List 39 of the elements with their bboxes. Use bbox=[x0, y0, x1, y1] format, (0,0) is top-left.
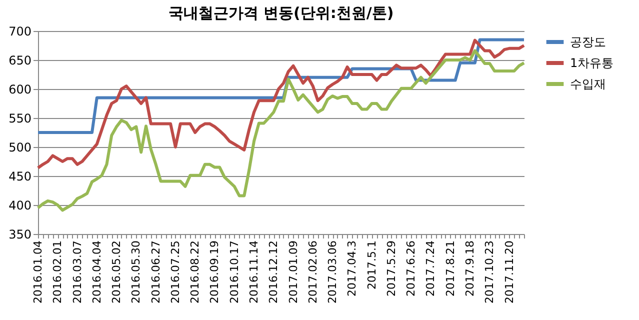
x-tick-label: 2017.11.20 bbox=[502, 240, 516, 304]
legend-label: 1차유통 bbox=[570, 56, 614, 70]
x-tick-label: 2017.5.29 bbox=[384, 240, 398, 296]
line-series bbox=[36, 49, 526, 212]
x-tick-label: 2017.01.09 bbox=[286, 240, 300, 304]
x-tick-label: 2017.04.3 bbox=[346, 240, 359, 296]
x-tick-label: 2016.10.17 bbox=[228, 240, 241, 304]
x-tick-label: 2016.07.25 bbox=[168, 240, 182, 304]
x-tick-label: 2017.5.1 bbox=[365, 240, 378, 290]
legend-label: 공장도 bbox=[570, 35, 606, 49]
legend-label: 수입재 bbox=[570, 77, 606, 91]
y-tick-label: 600 bbox=[8, 82, 32, 96]
x-tick-label: 2016.09.19 bbox=[208, 240, 222, 304]
x-tick-label: 2017.10.23 bbox=[483, 240, 496, 304]
y-tick-label: 700 bbox=[8, 24, 32, 38]
x-tick-label: 2016.05.30 bbox=[130, 240, 143, 304]
x-tick-label: 2017.02.06 bbox=[306, 240, 320, 304]
x-tick-label: 2017.8.21 bbox=[444, 240, 457, 296]
x-tick-label: 2016.08.22 bbox=[188, 240, 202, 304]
x-tick-label: 2016.05.02 bbox=[110, 240, 124, 304]
y-tick-label: 350 bbox=[8, 228, 32, 242]
y-tick-label: 400 bbox=[8, 198, 32, 212]
x-tick-label: 2016.04.04 bbox=[90, 240, 104, 304]
x-tick-label: 2017.7.24 bbox=[424, 240, 438, 296]
chart-title: 국내철근가격 변동(단위:천원/톤) bbox=[168, 4, 394, 22]
x-tick-label: 2016.01.04 bbox=[32, 240, 44, 304]
x-tick-label: 2017.03.06 bbox=[326, 240, 340, 304]
x-tick-label: 2016.12.12 bbox=[267, 240, 280, 304]
x-tick-label: 2016.06.27 bbox=[149, 240, 162, 304]
x-tick-label: 2016.03.07 bbox=[70, 240, 84, 304]
x-tick-label: 2017.6.26 bbox=[404, 240, 418, 296]
y-tick-label: 500 bbox=[8, 140, 32, 154]
y-tick-label: 450 bbox=[8, 170, 32, 184]
x-tick-label: 2016.02.01 bbox=[51, 240, 64, 304]
y-tick-label: 550 bbox=[8, 112, 32, 126]
x-tick-label: 2016.11.14 bbox=[248, 240, 260, 304]
y-tick-label: 650 bbox=[8, 54, 32, 68]
x-tick-label: 2017.9.18 bbox=[464, 240, 476, 296]
line-series bbox=[36, 38, 526, 170]
